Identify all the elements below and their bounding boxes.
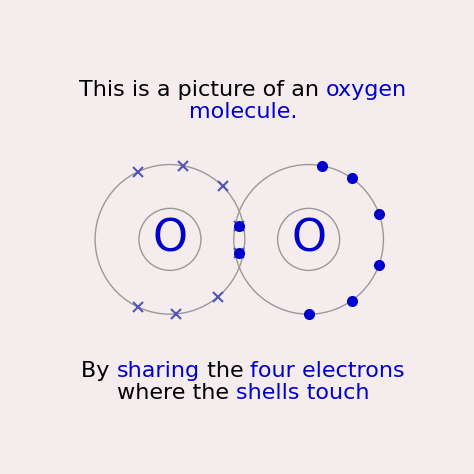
Text: O: O: [153, 218, 187, 261]
Text: sharing: sharing: [117, 361, 200, 381]
Text: the: the: [200, 361, 250, 381]
Text: This is a picture of an: This is a picture of an: [79, 80, 326, 100]
Text: molecule.: molecule.: [189, 101, 297, 122]
Text: shells touch: shells touch: [236, 383, 369, 402]
Text: four electrons: four electrons: [250, 361, 405, 381]
Text: O: O: [291, 218, 326, 261]
Text: By: By: [81, 361, 117, 381]
Text: oxygen: oxygen: [326, 80, 407, 100]
Text: where the: where the: [117, 383, 236, 402]
